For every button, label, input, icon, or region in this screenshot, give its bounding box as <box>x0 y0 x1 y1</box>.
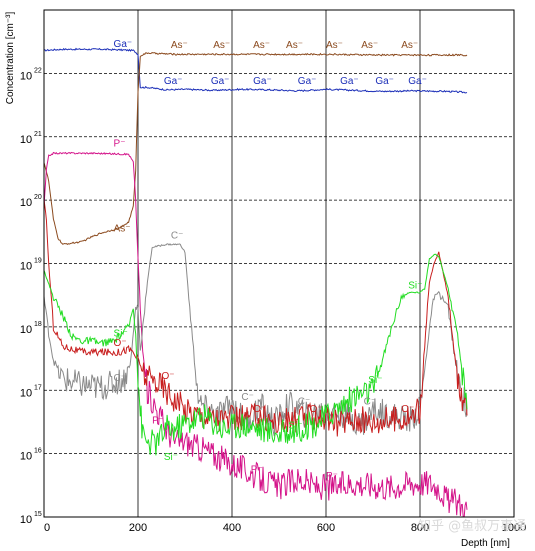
series-label: As⁻ <box>326 40 343 51</box>
series-label: P⁻ <box>251 465 263 476</box>
series-label: O⁻ <box>114 338 127 349</box>
series-line <box>43 199 468 437</box>
grid <box>44 10 514 517</box>
y-tick-exponent: 17 <box>34 384 42 391</box>
series-label: Ga⁻ <box>114 39 133 50</box>
y-tick-exponent: 16 <box>34 448 42 455</box>
series-layer <box>43 47 468 518</box>
y-tick-label: 10 <box>20 324 32 336</box>
series-label: Ga⁻ <box>408 76 427 87</box>
x-axis-ticks: 0 200 400 600 800 1000 <box>44 522 526 534</box>
series-label: As⁻ <box>401 40 418 51</box>
y-tick-label: 10 <box>20 514 32 526</box>
y-tick-exponent: 19 <box>34 258 42 265</box>
y-tick-exponent: 21 <box>34 131 42 138</box>
series-line <box>43 151 468 518</box>
series-label: P⁻ <box>152 415 164 426</box>
y-tick-exponent: 22 <box>34 67 42 74</box>
y-tick-label: 10 <box>20 197 32 209</box>
series-label: O⁻ <box>310 404 323 415</box>
series-line <box>43 52 468 246</box>
series-label: O⁻ <box>253 404 266 415</box>
series-label: As⁻ <box>114 223 131 234</box>
y-tick-exponent: 20 <box>34 194 42 201</box>
x-tick-label: 800 <box>411 522 429 534</box>
series-label: Si⁻ <box>288 420 302 431</box>
series-label: As⁻ <box>286 40 303 51</box>
series-label: Ga⁻ <box>164 76 183 87</box>
x-tick-label: 1000 <box>502 522 526 534</box>
x-axis-title: Depth [nm] <box>461 538 510 549</box>
series-line <box>43 47 468 94</box>
y-tick-label: 10 <box>20 261 32 273</box>
y-tick-exponent: 18 <box>34 321 42 328</box>
series-label: Ga⁻ <box>375 76 394 87</box>
series-label: As⁻ <box>213 40 230 51</box>
plot-frame <box>43 9 515 518</box>
watermark: 知乎 @鱼叔万事通 <box>418 518 526 534</box>
y-axis-title: Concentration [cm⁻³] <box>5 12 16 105</box>
series-label: As⁻ <box>253 40 270 51</box>
y-tick-label: 10 <box>20 70 32 82</box>
series-label: Ga⁻ <box>211 76 230 87</box>
x-tick-label: 0 <box>44 522 50 534</box>
x-tick-label: 200 <box>129 522 147 534</box>
y-tick-exponent: 15 <box>34 511 42 518</box>
series-label: Si⁻ <box>164 452 178 463</box>
series-label: C⁻ <box>241 392 254 403</box>
series-label: As⁻ <box>171 40 188 51</box>
series-label: C⁻ <box>171 230 184 241</box>
series-label-layer: Ga⁻ Ga⁻ Ga⁻ Ga⁻ Ga⁻ Ga⁻ Ga⁻ Ga⁻ As⁻ As⁻ As⁻ As⁻ As⁻ A… <box>114 39 427 482</box>
series-label: C⁻ <box>114 373 127 384</box>
y-tick-label: 10 <box>20 451 32 463</box>
series-label: Si⁻ <box>368 375 382 386</box>
series-line <box>43 253 468 456</box>
series-label: As⁻ <box>361 40 378 51</box>
series-label: Ga⁻ <box>340 76 359 87</box>
x-tick-label: 600 <box>317 522 335 534</box>
series-label: P⁻ <box>326 471 338 482</box>
series-label: C⁻ <box>364 396 377 407</box>
y-tick-label: 10 <box>20 134 32 146</box>
series-label: O⁻ <box>401 404 414 415</box>
series-label: P⁻ <box>114 139 126 150</box>
series-label: Ga⁻ <box>298 76 317 87</box>
series-label: Ga⁻ <box>253 76 272 87</box>
x-tick-label: 400 <box>223 522 241 534</box>
series-label: C⁻ <box>298 396 311 407</box>
series-label: Si⁻ <box>408 281 422 292</box>
series-label: Si⁻ <box>114 329 128 340</box>
y-tick-label: 10 <box>20 387 32 399</box>
series-label: O⁻ <box>162 371 175 382</box>
